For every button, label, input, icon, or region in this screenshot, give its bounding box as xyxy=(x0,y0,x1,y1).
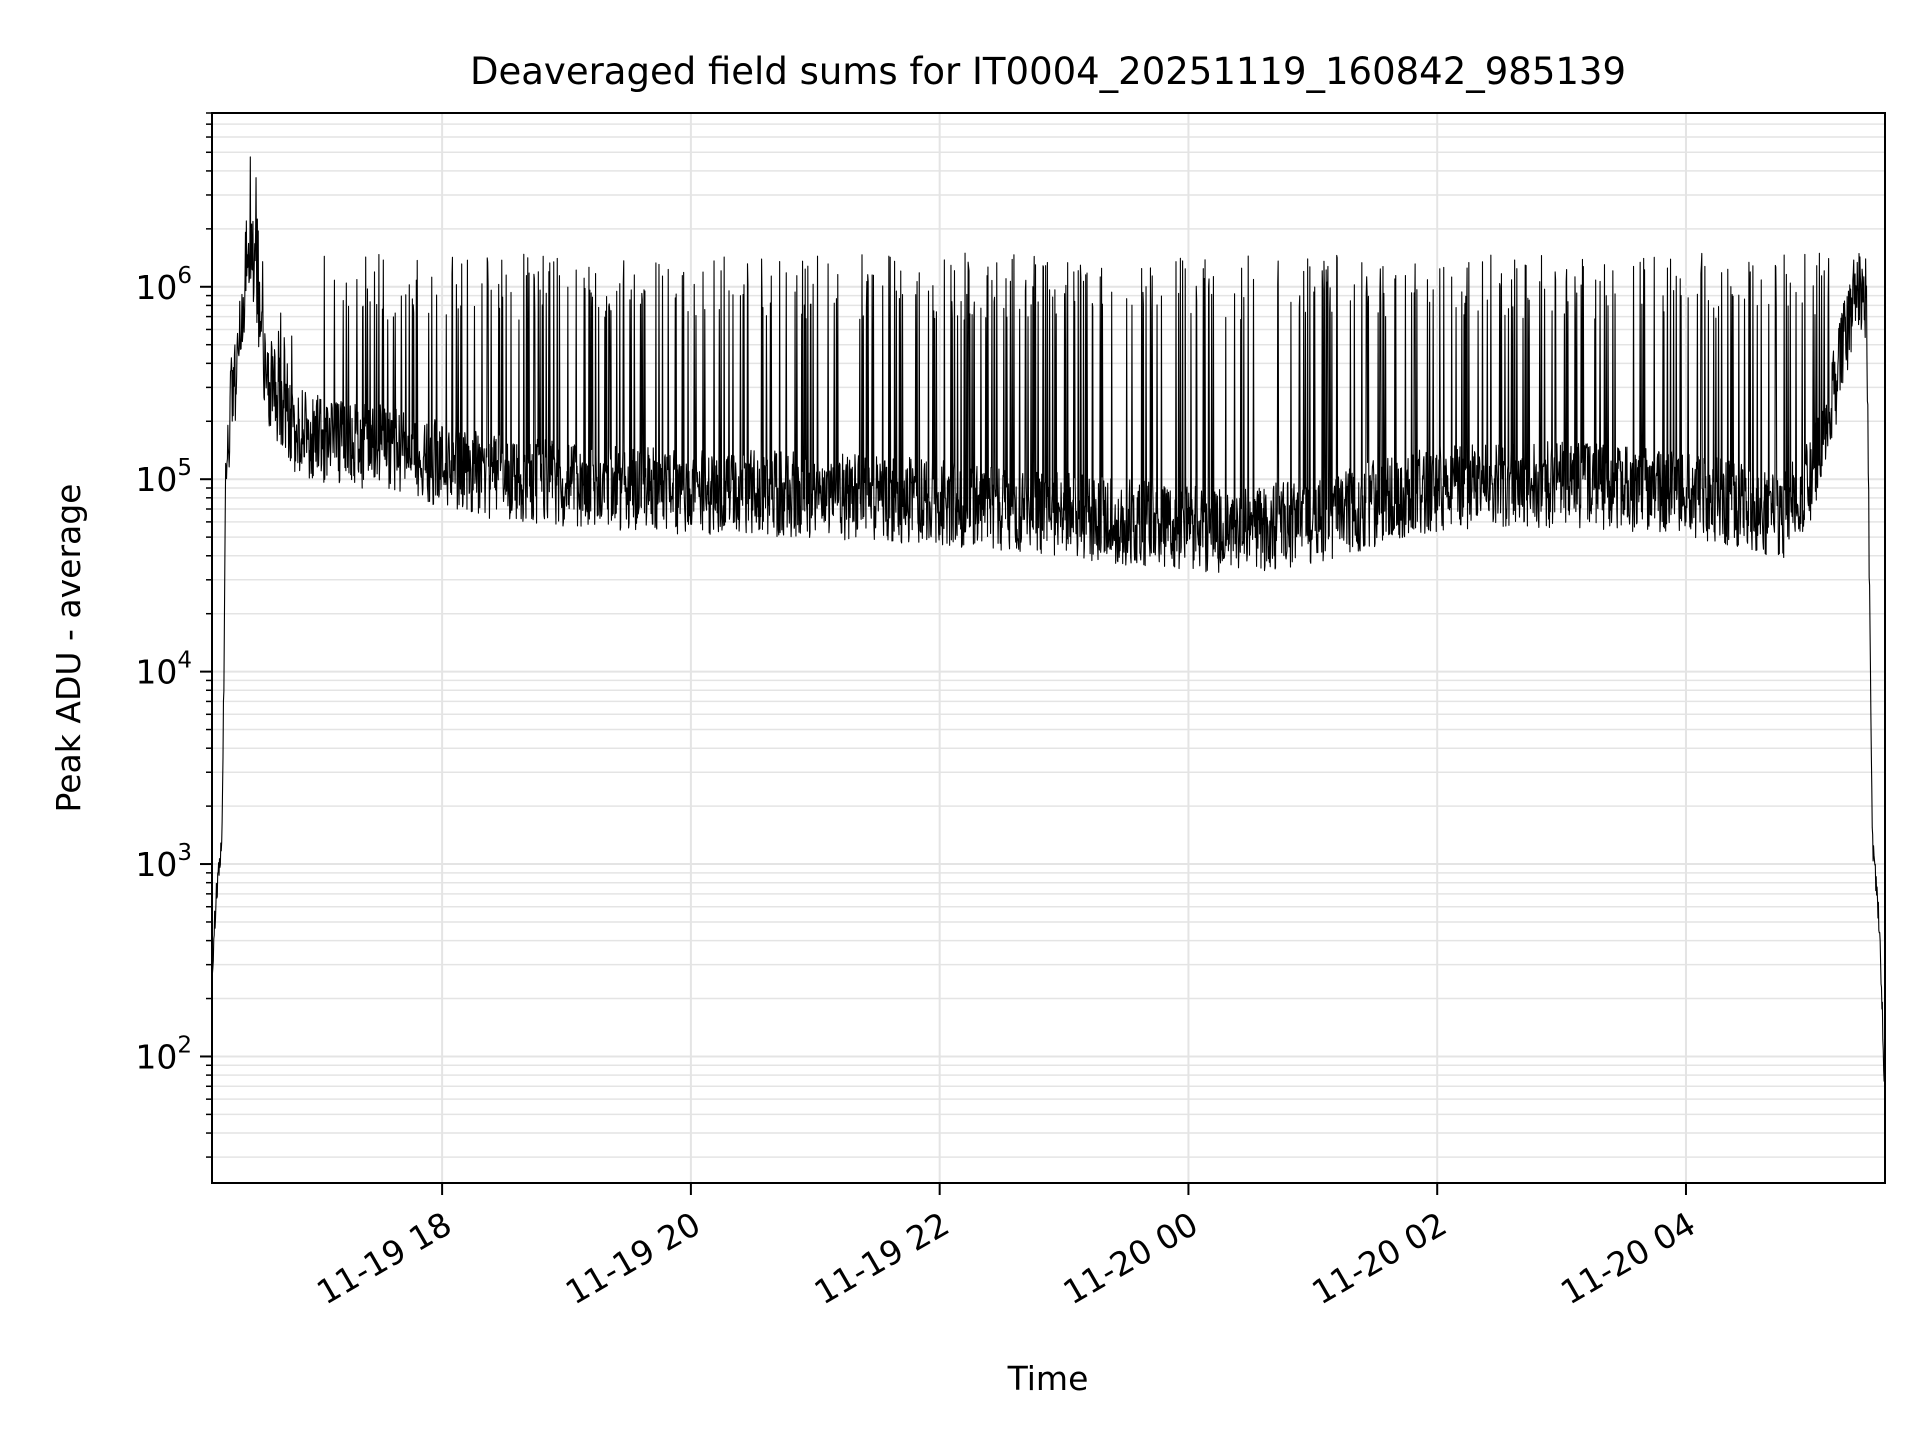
series-line xyxy=(211,156,1886,1089)
plot-area-frame xyxy=(211,112,1886,1184)
y-tick-label: 103 xyxy=(135,840,192,884)
y-tick-label: 104 xyxy=(135,648,192,692)
chart-title: Deaveraged field sums for IT0004_2025111… xyxy=(470,50,1626,93)
x-axis-label: Time xyxy=(1007,1359,1089,1398)
y-axis: 102 103 104 105 106 xyxy=(135,112,212,1158)
data-series xyxy=(211,156,1886,1089)
y-tick-label: 106 xyxy=(135,263,192,307)
y-axis-label: Peak ADU - average xyxy=(49,484,88,813)
y-tick-label: 102 xyxy=(135,1032,192,1076)
y-tick-label: 105 xyxy=(135,455,192,499)
